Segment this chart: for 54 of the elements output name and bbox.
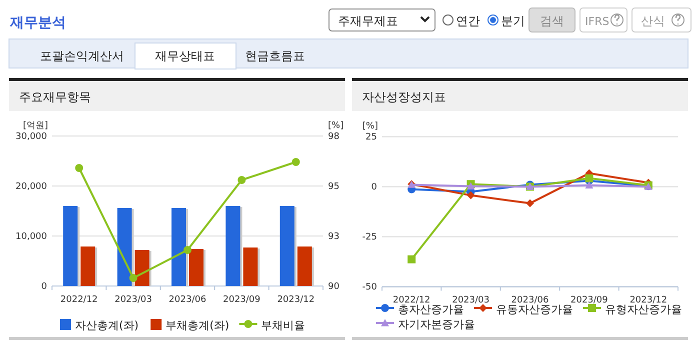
y2-tick-label: 93 [328,232,340,242]
y-tick-label: -25 [362,232,377,243]
text: 분기 [501,14,525,28]
y-tick-label: 25 [366,132,377,143]
y-tick-label: -50 [362,282,378,293]
text: 포괄손익계산서 [40,49,124,63]
y-tick-label: 0 [41,282,48,292]
x-tick-label: 2022/12 [60,295,98,305]
point [238,176,246,184]
y2-tick-label: 98 [328,132,340,142]
y-tick-label: 10,000 [16,232,48,242]
y2-axis-title: [%] [328,121,344,131]
legend-label: 부채비율 [261,319,306,332]
x-tick-label: 2023/03 [114,295,152,305]
point [408,255,416,264]
point [466,191,475,200]
legend-label: 유형자산증가율 [605,303,682,316]
text: IFRS [585,15,610,28]
point [75,164,84,172]
x-tick-label: 2023/09 [223,295,261,305]
point [129,274,138,282]
point [585,181,594,188]
chart-title: 자산성장성지표 [362,90,446,104]
y-tick-label: 20,000 [16,182,48,192]
text: 주재무제표 [338,14,398,28]
legend-label: 자기자본증가율 [398,318,475,331]
y-tick-label: 0 [371,182,378,193]
x-tick-label: 2023/03 [452,296,490,306]
chart-title: 주요재무항목 [19,90,91,104]
y-axis-title: [억원] [22,121,48,131]
y-tick-label: 30,000 [16,132,48,142]
text: 재무상태표 [155,49,215,63]
x-tick-label: 2023/09 [570,296,608,306]
point [184,246,192,254]
x-tick-label: 2022/12 [392,296,430,306]
legend-label: 자산총계(좌) [75,319,139,332]
legend-label: 부채총계(좌) [166,319,230,332]
text: 재무분석 [9,15,66,31]
text: 검색 [540,14,564,28]
x-tick-label: 2023/12 [277,295,315,305]
x-tick-label: 2023/06 [168,295,206,305]
y2-tick-label: 95 [328,182,340,192]
x-tick-label: 2023/06 [511,296,549,306]
point [585,174,594,182]
legend-label: 총자산증가율 [398,303,464,316]
point [292,158,300,166]
text: 산식 [641,14,665,28]
y2-tick-label: 90 [328,282,340,292]
point [526,199,534,208]
y-axis-title: [%] [362,122,378,132]
legend-label: 유동자산증가율 [496,303,573,316]
x-tick-label: 2023/12 [630,296,668,306]
text: 연간 [456,14,480,28]
text: 현금흐름표 [245,49,305,63]
